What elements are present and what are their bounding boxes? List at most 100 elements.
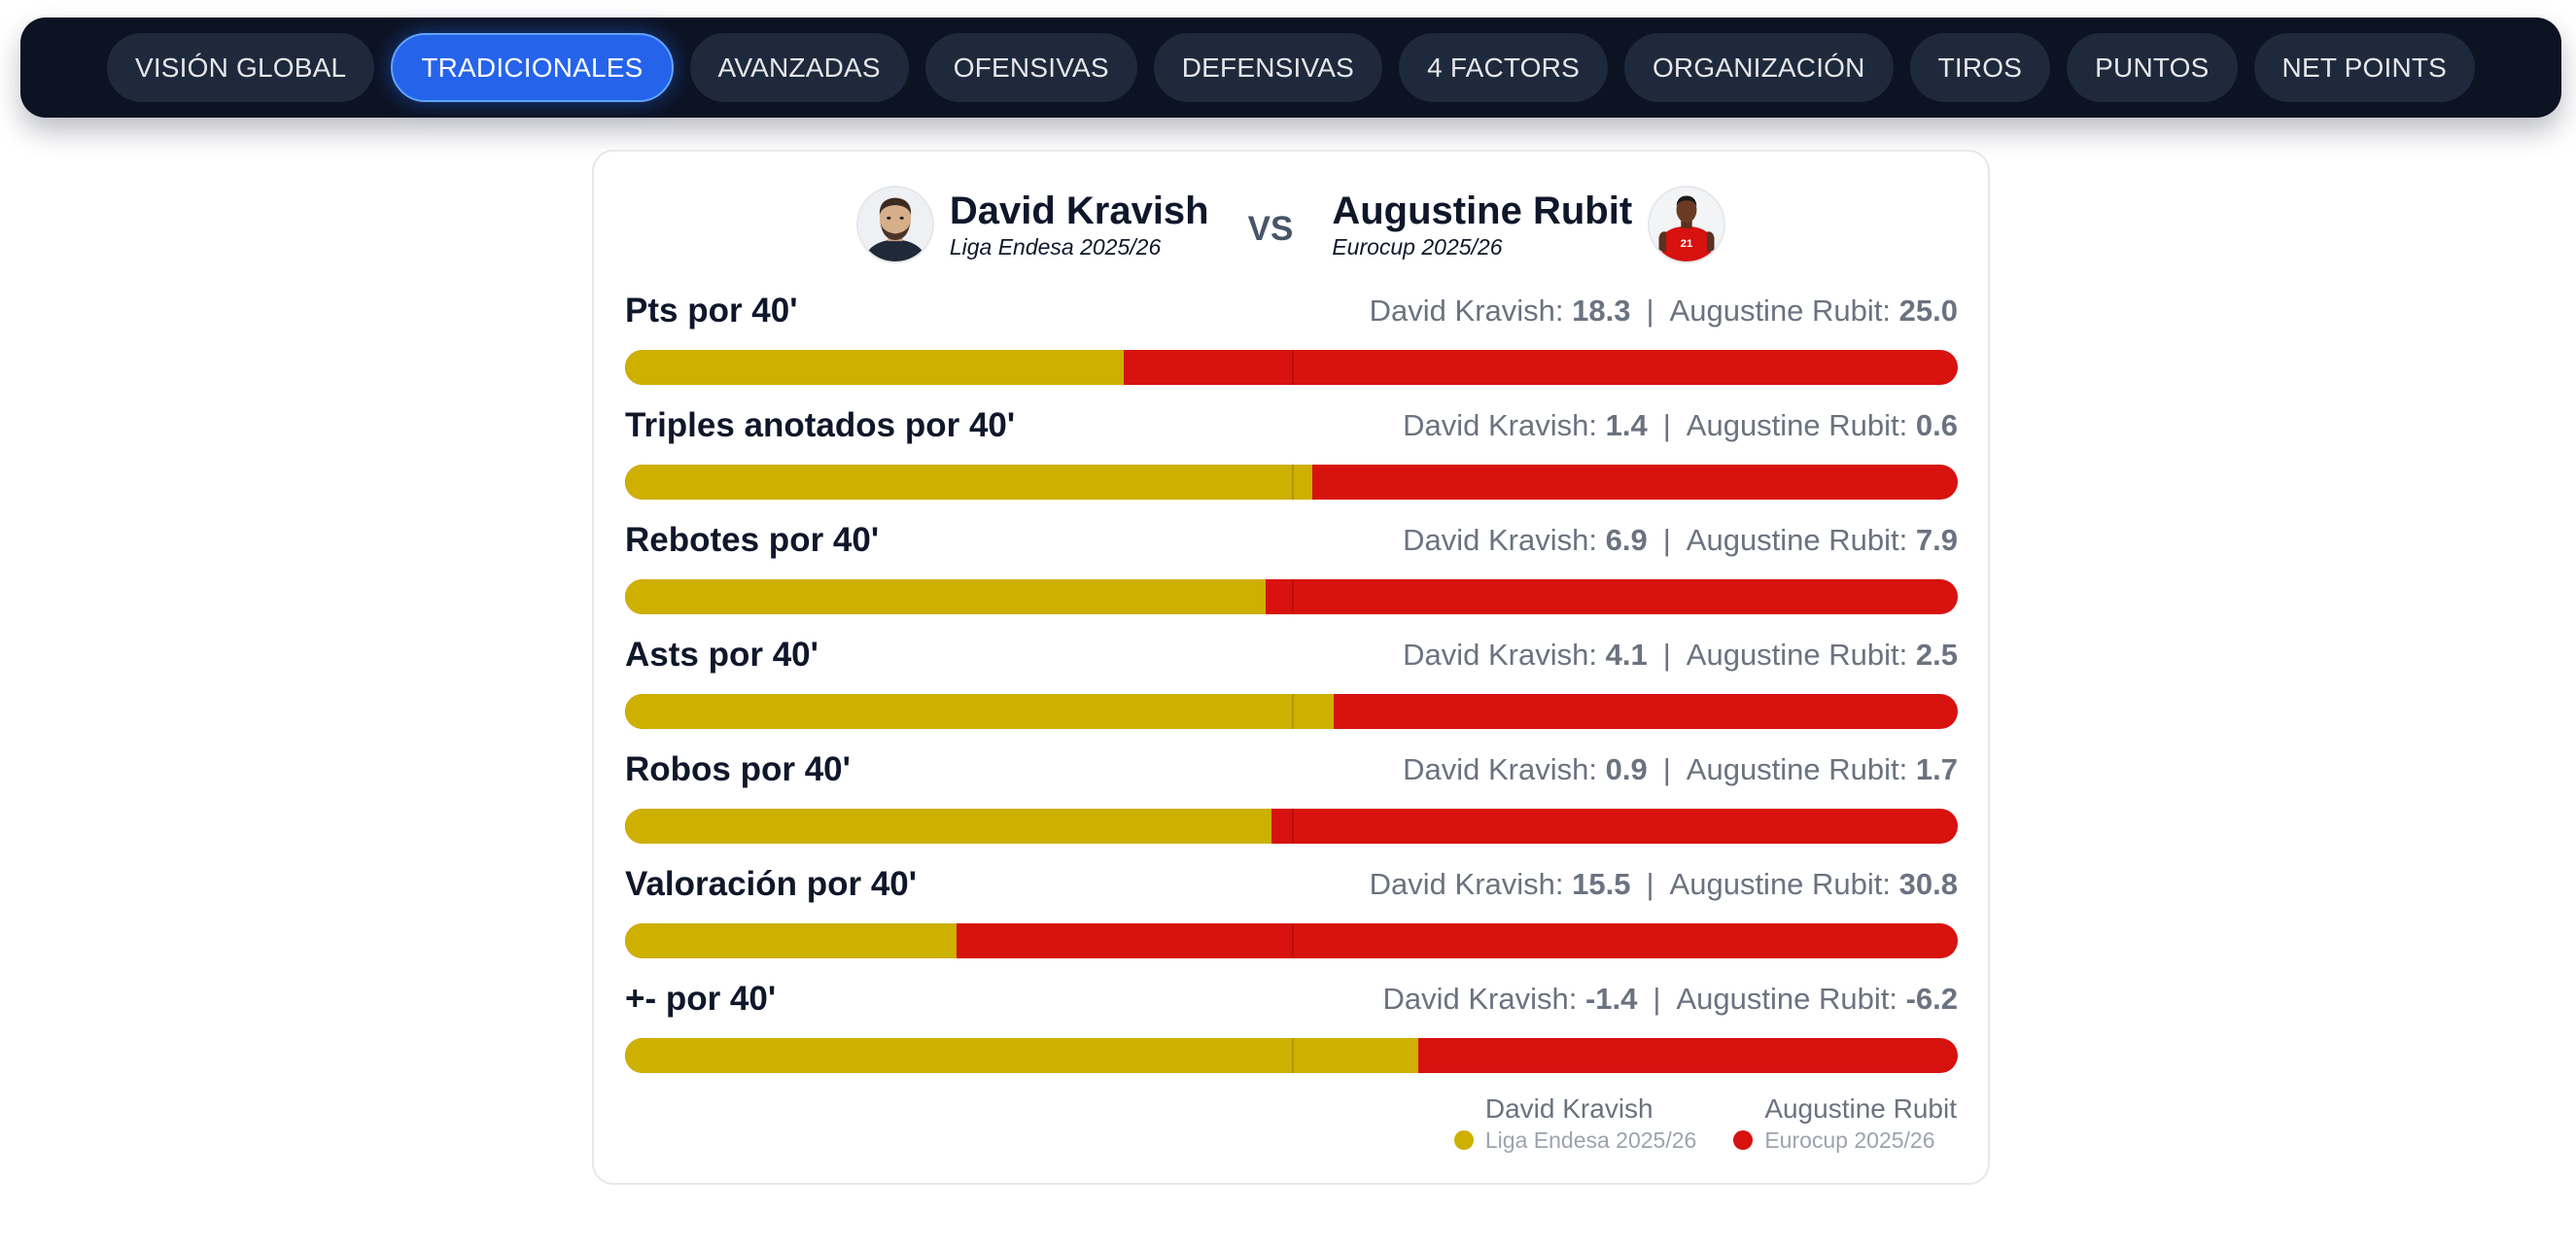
stat-player-a-name: David Kravish [1403,523,1589,557]
tab-ofensivas[interactable]: OFENSIVAS [924,33,1137,102]
player-b-jersey-number: 21 [1681,238,1693,250]
stat-comparison-bar [625,1038,1958,1073]
player-b: Augustine Rubit Eurocup 2025/26 21 [1332,186,1726,263]
stat-separator: | [1662,752,1671,786]
stat-player-a-value: -1.4 [1584,982,1638,1016]
stat-label: Pts por 40' [625,292,798,329]
stat-bar-player-a [625,465,1313,500]
stat-player-a-name: David Kravish [1369,294,1555,328]
stat-player-b-name: Augustine Rubit [1676,982,1890,1016]
legend: David Kravish Liga Endesa 2025/26 August… [1453,1092,1957,1155]
stat-values: David Kravish: -1.4 | Augustine Rubit: -6.… [1382,982,1959,1016]
stat-label: Robos por 40' [625,750,851,788]
stat-row: Robos por 40' David Kravish: 0.9 | Augustin… [625,746,1958,861]
comparison-header: David Kravish Liga Endesa 2025/26 VS Aug… [594,181,1988,268]
stat-player-a-value: 6.9 [1605,523,1648,557]
stat-player-b-value: 7.9 [1915,523,1958,557]
player-a-name: David Kravish [949,190,1209,232]
stat-player-b-name: Augustine Rubit [1669,867,1883,901]
legend-item-player-a: David Kravish Liga Endesa 2025/26 [1453,1092,1697,1155]
stat-bar-player-a [625,350,1124,385]
player-a: David Kravish Liga Endesa 2025/26 [855,186,1209,263]
comparison-card: David Kravish Liga Endesa 2025/26 VS Aug… [592,150,1990,1185]
stat-bar-player-a [625,1038,1418,1073]
stat-label: +- por 40' [625,980,777,1018]
stat-comparison-bar [625,350,1958,385]
player-b-avatar: 21 [1648,186,1726,263]
tab-organizacion[interactable]: ORGANIZACIÓN [1623,33,1894,102]
stat-player-a-name: David Kravish [1369,867,1555,901]
stat-player-a-value: 0.9 [1605,752,1648,786]
tab-vision-global[interactable]: VISIÓN GLOBAL [106,33,375,102]
player-a-competition: Liga Endesa 2025/26 [949,234,1162,260]
stat-label: Rebotes por 40' [625,521,880,559]
stat-values: David Kravish: 1.4 | Augustine Rubit: 0.6 [1403,408,1958,442]
player-a-avatar [855,186,934,263]
stat-player-b-value: -6.2 [1905,982,1958,1016]
stat-bar-player-a [625,579,1267,614]
stat-values: David Kravish: 15.5 | Augustine Rubit: 30.… [1369,867,1958,901]
stat-player-b-name: Augustine Rubit [1686,638,1899,672]
stat-bar-midline [1291,923,1294,958]
stat-bar-midline [1291,350,1294,385]
legend-player-b-dot [1733,1130,1754,1150]
stat-player-a-name: David Kravish [1403,408,1589,442]
stat-comparison-bar [625,465,1958,500]
player-b-competition: Eurocup 2025/26 [1332,234,1503,260]
tab-puntos[interactable]: PUNTOS [2067,33,2238,102]
legend-player-a-name: David Kravish [1484,1093,1654,1124]
legend-player-a-dot [1453,1130,1474,1150]
stat-player-b-name: Augustine Rubit [1686,523,1899,557]
stat-row: Valoración por 40' David Kravish: 15.5 | Au… [625,861,1958,976]
stat-label: Triples anotados por 40' [625,406,1016,444]
tab-tiros[interactable]: TIROS [1909,33,2051,102]
tab-bar: VISIÓN GLOBAL TRADICIONALES AVANZADAS OF… [20,17,2561,118]
stat-separator: | [1646,294,1654,328]
legend-player-a-competition: Liga Endesa 2025/26 [1484,1127,1697,1153]
stat-player-a-name: David Kravish [1403,752,1589,786]
stat-comparison-bar [625,694,1958,729]
stat-separator: | [1662,638,1671,672]
stat-player-b-name: Augustine Rubit [1686,752,1899,786]
stat-comparison-bar [625,809,1958,844]
legend-player-b-competition: Eurocup 2025/26 [1764,1127,1935,1153]
stat-row: Pts por 40' David Kravish: 18.3 | Augustine… [625,288,1958,402]
stat-values: David Kravish: 18.3 | Augustine Rubit: 25.… [1369,294,1958,328]
tab-tradicionales[interactable]: TRADICIONALES [391,33,674,102]
player-b-name: Augustine Rubit [1332,190,1633,232]
stat-player-a-name: David Kravish [1403,638,1589,672]
stat-bar-midline [1291,694,1294,729]
tab-avanzadas[interactable]: AVANZADAS [689,33,909,102]
tab-net-points[interactable]: NET POINTS [2253,33,2476,102]
stat-bar-player-a [625,694,1335,729]
stat-player-b-value: 0.6 [1915,408,1958,442]
legend-item-player-b: Augustine Rubit Eurocup 2025/26 [1733,1092,1957,1155]
stat-bar-player-a [625,923,957,958]
tab-defensivas[interactable]: DEFENSIVAS [1153,33,1383,102]
stat-player-b-name: Augustine Rubit [1669,294,1883,328]
stat-label: Asts por 40' [625,636,818,674]
stat-player-a-value: 1.4 [1605,408,1648,442]
stat-label: Valoración por 40' [625,865,918,903]
stat-bar-midline [1291,809,1294,844]
stat-values: David Kravish: 6.9 | Augustine Rubit: 7.9 [1403,523,1958,557]
stat-separator: | [1653,982,1661,1016]
stat-player-a-value: 15.5 [1572,867,1631,901]
stat-player-b-value: 2.5 [1915,638,1958,672]
stat-player-a-value: 4.1 [1605,638,1648,672]
stat-row: Rebotes por 40' David Kravish: 6.9 | August… [625,517,1958,632]
stat-comparison-bar [625,923,1958,958]
tab-4-factors[interactable]: 4 FACTORS [1399,33,1608,102]
stat-comparison-bar [625,579,1958,614]
stat-bar-midline [1291,579,1294,614]
stat-row: +- por 40' David Kravish: -1.4 | Augustine … [625,976,1958,1091]
stat-separator: | [1662,408,1671,442]
stat-player-b-value: 25.0 [1898,294,1958,328]
stat-player-a-value: 18.3 [1572,294,1631,328]
legend-player-b-name: Augustine Rubit [1764,1093,1957,1124]
stat-bar-midline [1291,1038,1294,1073]
vs-label: VS [1247,210,1294,248]
stat-player-b-value: 1.7 [1915,752,1958,786]
stat-row: Triples anotados por 40' David Kravish: 1… [625,402,1958,517]
stat-values: David Kravish: 0.9 | Augustine Rubit: 1.7 [1403,752,1958,786]
